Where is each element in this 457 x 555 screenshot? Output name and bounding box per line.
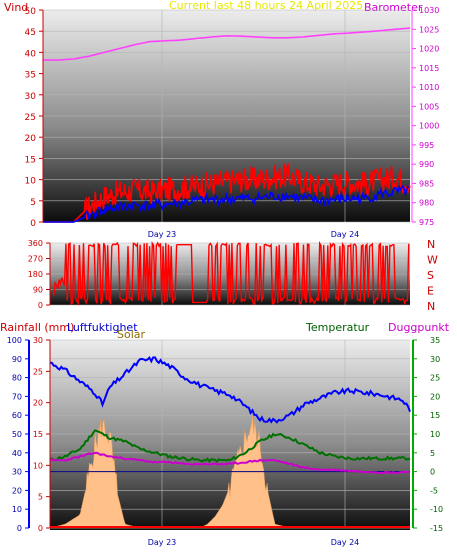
compass-label: E [427, 285, 434, 298]
wind-tick-label: 0 [30, 219, 36, 229]
rainfall-tick-label: 70 [12, 392, 22, 401]
barometer-tick-label: 1030 [419, 6, 439, 15]
temperature-axis-title: Temperatur [305, 321, 370, 334]
day-tick-label: Day 23 [148, 230, 177, 239]
wind-tick-label: 35 [25, 71, 36, 81]
temperature-tick-label: -15 [430, 524, 443, 533]
barometer-tick-label: 980 [419, 199, 434, 208]
rainfall-tick-label: 20 [12, 486, 22, 495]
barometer-tick-label: 985 [419, 179, 434, 188]
rainfall-axis-title: Rainfall (mm) [0, 321, 74, 334]
barometer-line [43, 27, 411, 61]
dewpoint-line [49, 451, 411, 475]
wind-direction-trace [53, 240, 410, 306]
rainfall-tick-label: 10 [12, 505, 22, 514]
direction-tick-label: 360 [28, 239, 43, 248]
wind-tick-label: 5 [30, 198, 36, 208]
temperature-tick-label: 0 [430, 468, 435, 477]
rainfall-tick-label: 0 [17, 524, 22, 533]
rainfall-tick-label: 50 [12, 430, 22, 439]
barometer-tick-label: 1005 [419, 102, 439, 111]
temperature-line [49, 429, 411, 464]
rainfall-tick-label: 60 [12, 411, 22, 420]
temperature-tick-label: 15 [430, 411, 440, 420]
barometer-tick-label: 975 [419, 218, 434, 227]
barometer-tick-label: 1020 [419, 45, 439, 54]
temperature-tick-label: 10 [430, 430, 440, 439]
day-tick-label: Day 23 [148, 538, 177, 547]
day-tick-label: Day 24 [331, 230, 360, 239]
data-layer [43, 27, 411, 529]
direction-tick-label: 0 [38, 301, 43, 310]
direction-tick-label: 90 [33, 286, 43, 295]
wind-axis-title: Vind [4, 1, 28, 14]
humidity-tick-label: 5 [38, 493, 43, 502]
temperature-tick-label: -10 [430, 505, 443, 514]
compass-label: W [427, 254, 438, 267]
wind-tick-label: 15 [25, 155, 36, 165]
direction-tick-label: 270 [28, 255, 43, 264]
compass-label: S [427, 269, 434, 282]
temperature-tick-label: 20 [430, 392, 440, 401]
humidity-tick-label: 10 [33, 461, 43, 470]
axes-layer: 0510152025303540455097598098599099510001… [7, 6, 443, 547]
barometer-tick-label: 995 [419, 141, 434, 150]
rainfall-tick-label: 90 [12, 355, 22, 364]
compass-label: N [427, 300, 435, 313]
barometer-tick-label: 1010 [419, 83, 439, 92]
wind-tick-label: 10 [25, 177, 37, 187]
wind-tick-label: 50 [25, 7, 37, 17]
humidity-axis-title: Luftfuktighet [67, 321, 138, 334]
humidity-tick-label: 0 [38, 524, 43, 533]
humidity-tick-label: 15 [33, 430, 43, 439]
wind-tick-label: 40 [25, 49, 37, 59]
barometer-tick-label: 1000 [419, 122, 439, 131]
temperature-tick-label: 5 [430, 449, 435, 458]
chart-title: Current last 48 hours 24 April 2025 [169, 0, 363, 12]
humidity-tick-label: 20 [33, 399, 43, 408]
temperature-tick-label: 35 [430, 336, 440, 345]
wind-tick-label: 25 [25, 113, 36, 123]
temperature-tick-label: 30 [430, 355, 440, 364]
rainfall-tick-label: 40 [12, 449, 22, 458]
barometer-tick-label: 990 [419, 160, 434, 169]
wind-average-line [43, 184, 410, 223]
temperature-tick-label: -5 [430, 486, 438, 495]
humidity-tick-label: 30 [33, 336, 43, 345]
wind-gust-line [43, 163, 411, 223]
wind-tick-label: 20 [25, 134, 37, 144]
solar-legend-label: Solar [117, 328, 146, 341]
humidity-tick-label: 25 [33, 367, 43, 376]
dewpoint-axis-title: Duggpunkt [388, 321, 450, 334]
rainfall-tick-label: 80 [12, 374, 22, 383]
direction-tick-label: 180 [28, 270, 43, 279]
compass-label: N [427, 238, 435, 251]
day-tick-label: Day 24 [331, 538, 360, 547]
humidity-line [49, 356, 411, 424]
temperature-tick-label: 25 [430, 374, 440, 383]
rainfall-tick-label: 30 [12, 468, 22, 477]
rainfall-tick-label: 100 [7, 336, 22, 345]
barometer-tick-label: 1015 [419, 64, 439, 73]
wind-tick-label: 30 [25, 92, 37, 102]
wind-tick-label: 45 [25, 28, 36, 38]
barometer-axis-title: Barometer [364, 1, 423, 14]
barometer-tick-label: 1025 [419, 25, 439, 34]
